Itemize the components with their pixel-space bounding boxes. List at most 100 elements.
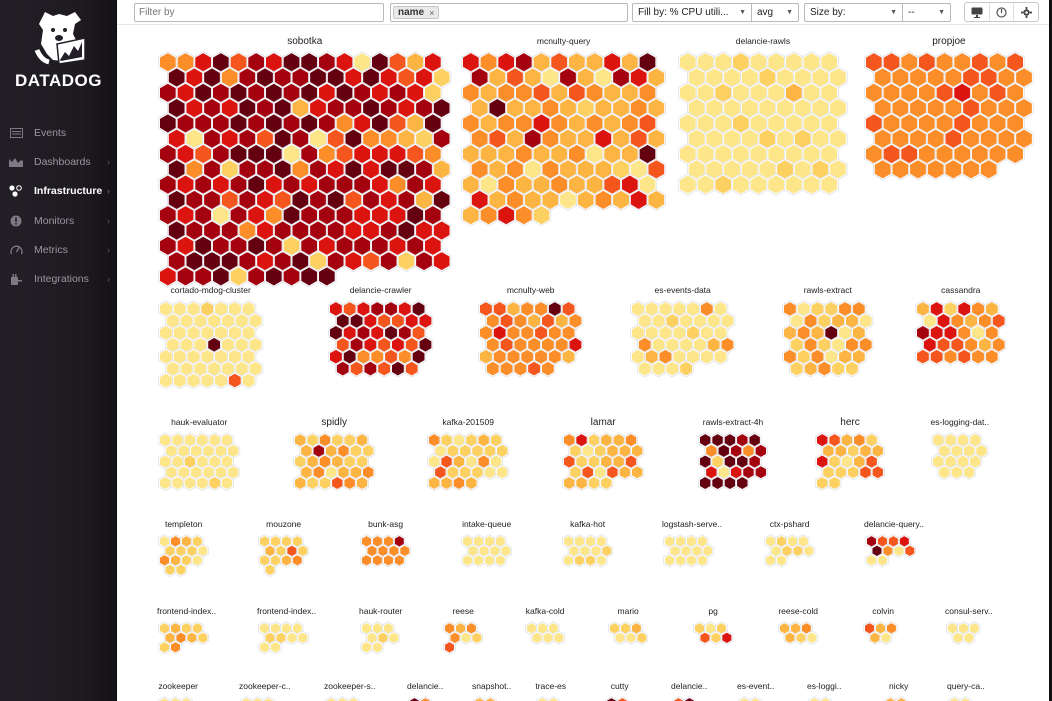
host-hexagon[interactable]: [636, 631, 648, 645]
host-hexagon[interactable]: [404, 360, 419, 377]
host-hexagon[interactable]: [754, 465, 767, 480]
host-hexagon[interactable]: [789, 360, 804, 377]
host-hexagon[interactable]: [963, 631, 975, 645]
host-hexagon[interactable]: [563, 554, 574, 567]
host-hexagon[interactable]: [696, 174, 715, 195]
host-hexagon[interactable]: [483, 554, 495, 567]
host-group[interactable]: zookeeper-c..: [239, 681, 291, 701]
host-group[interactable]: consul-serv..: [945, 606, 993, 646]
host-hexagon[interactable]: [1006, 143, 1024, 165]
host-hexagon[interactable]: [873, 159, 892, 180]
host-hexagon[interactable]: [750, 697, 761, 701]
host-group[interactable]: cortado-mdog-cluster: [157, 285, 264, 391]
host-hexagon[interactable]: [270, 641, 281, 654]
host-group[interactable]: cassandra: [914, 285, 1008, 367]
host-group[interactable]: reese-cold: [777, 606, 819, 646]
filter-input[interactable]: [134, 3, 384, 22]
host-hexagon[interactable]: [806, 631, 818, 645]
host-hexagon[interactable]: [471, 631, 483, 645]
host-hexagon[interactable]: [971, 348, 985, 365]
host-hexagon[interactable]: [318, 475, 332, 491]
host-group[interactable]: intake-queue: [460, 519, 513, 569]
host-hexagon[interactable]: [629, 189, 648, 211]
host-hexagon[interactable]: [531, 631, 543, 645]
host-hexagon[interactable]: [637, 360, 652, 377]
host-hexagon[interactable]: [382, 554, 394, 567]
host-hexagon[interactable]: [349, 360, 364, 377]
host-hexagon[interactable]: [172, 372, 187, 389]
host-hexagon[interactable]: [286, 631, 298, 645]
host-group[interactable]: delancie-crawler: [327, 285, 434, 379]
group-by-input[interactable]: name ×: [390, 3, 628, 22]
host-hexagon[interactable]: [388, 631, 400, 645]
host-hexagon[interactable]: [372, 554, 383, 567]
host-hexagon[interactable]: [749, 174, 768, 195]
brand-logo[interactable]: DATADOG: [0, 6, 117, 91]
host-group[interactable]: logstash-serve..: [662, 519, 722, 569]
host-hexagon[interactable]: [696, 554, 708, 567]
host-hexagon[interactable]: [527, 360, 541, 377]
host-hexagon[interactable]: [647, 189, 666, 211]
host-hexagon[interactable]: [736, 475, 749, 491]
host-group[interactable]: delancie..: [671, 681, 707, 701]
host-hexagon[interactable]: [618, 465, 631, 480]
host-hexagon[interactable]: [291, 554, 303, 567]
host-hexagon[interactable]: [926, 159, 945, 180]
host-hexagon[interactable]: [559, 189, 577, 211]
host-hexagon[interactable]: [723, 475, 737, 491]
host-hexagon[interactable]: [785, 174, 803, 195]
host-hexagon[interactable]: [200, 372, 215, 389]
host-hexagon[interactable]: [541, 360, 555, 377]
host-hexagon[interactable]: [444, 641, 455, 654]
host-hexagon[interactable]: [938, 465, 951, 480]
host-hexagon[interactable]: [904, 544, 916, 558]
host-hexagon[interactable]: [792, 544, 804, 558]
host-group[interactable]: trace-es: [535, 681, 566, 701]
host-hexagon[interactable]: [732, 174, 750, 195]
host-hexagon[interactable]: [784, 631, 796, 645]
host-hexagon[interactable]: [318, 266, 336, 287]
host-hexagon[interactable]: [548, 697, 559, 701]
host-hexagon[interactable]: [795, 631, 807, 645]
host-hexagon[interactable]: [499, 360, 514, 377]
host-hexagon[interactable]: [377, 360, 391, 377]
host-hexagon[interactable]: [675, 554, 686, 567]
host-hexagon[interactable]: [866, 554, 877, 567]
host-hexagon[interactable]: [164, 563, 176, 577]
host-hexagon[interactable]: [944, 159, 963, 180]
host-hexagon[interactable]: [979, 159, 998, 180]
host-hexagon[interactable]: [452, 475, 466, 491]
host-hexagon[interactable]: [343, 475, 356, 491]
host-hexagon[interactable]: [462, 205, 480, 226]
host-hexagon[interactable]: [776, 554, 787, 567]
host-hexagon[interactable]: [355, 475, 369, 491]
host-hexagon[interactable]: [802, 174, 821, 195]
host-hexagon[interactable]: [214, 372, 228, 389]
host-hexagon[interactable]: [664, 554, 675, 567]
host-hexagon[interactable]: [241, 372, 256, 389]
sidebar-item-integrations[interactable]: Integrations ›: [0, 264, 117, 293]
host-hexagon[interactable]: [584, 554, 596, 567]
host-hexagon[interactable]: [563, 475, 576, 491]
host-group[interactable]: reese: [442, 606, 484, 656]
host-hexagon[interactable]: [929, 348, 944, 365]
host-group[interactable]: pg: [692, 606, 734, 646]
host-hexagon[interactable]: [877, 554, 888, 567]
host-hexagon[interactable]: [714, 174, 732, 195]
host-hexagon[interactable]: [576, 189, 595, 211]
host-hexagon[interactable]: [909, 159, 927, 180]
host-hexagon[interactable]: [344, 250, 363, 272]
host-hexagon[interactable]: [229, 266, 248, 287]
host-hexagon[interactable]: [432, 250, 451, 272]
host-hexagon[interactable]: [159, 266, 177, 287]
host-hexagon[interactable]: [494, 554, 506, 567]
sidebar-item-events[interactable]: Events: [0, 118, 117, 147]
host-hexagon[interactable]: [379, 250, 398, 272]
fill-aggregation-select[interactable]: avg ▼: [751, 3, 799, 22]
host-hexagon[interactable]: [943, 348, 958, 365]
host-hexagon[interactable]: [415, 250, 433, 272]
host-hexagon[interactable]: [497, 205, 515, 226]
host-hexagon[interactable]: [594, 189, 613, 211]
host-hexagon[interactable]: [817, 360, 832, 377]
host-hexagon[interactable]: [391, 360, 405, 377]
